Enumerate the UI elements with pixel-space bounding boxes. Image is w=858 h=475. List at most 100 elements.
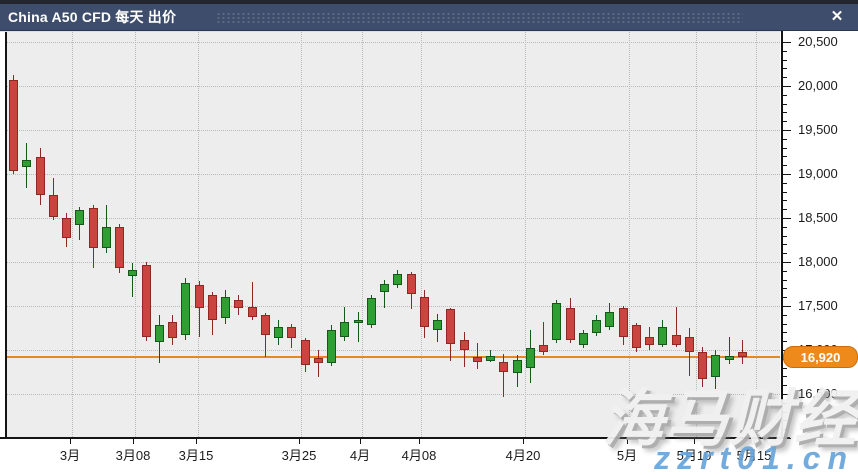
plot-area[interactable]	[5, 32, 780, 437]
horizontal-gridline	[7, 394, 780, 395]
candlestick	[446, 309, 456, 344]
time-axis-tick	[196, 439, 197, 444]
price-axis-tick	[783, 165, 787, 167]
titlebar-grip-texture	[216, 12, 743, 23]
time-axis-label: 3月08	[115, 448, 151, 463]
time-axis-label: 4月20	[505, 448, 541, 463]
candlestick	[181, 283, 191, 336]
candlestick	[168, 321, 177, 339]
candlestick	[260, 314, 270, 336]
candlestick	[141, 264, 151, 337]
candlestick	[684, 336, 694, 352]
price-axis-tick	[783, 394, 791, 395]
horizontal-gridline	[7, 218, 780, 219]
time-axis-label: 3月25	[281, 448, 317, 463]
time-axis-label: 4月	[349, 448, 371, 463]
vertical-gridline	[301, 32, 302, 437]
price-axis-label: 18,000	[798, 254, 838, 269]
candlestick	[711, 355, 721, 378]
close-icon[interactable]: ✕	[830, 8, 844, 25]
candle-wick	[132, 262, 134, 298]
price-axis-tick	[783, 94, 787, 96]
candlestick	[724, 356, 734, 361]
candle-wick	[317, 350, 319, 378]
candlestick	[313, 357, 323, 364]
price-axis-tick	[783, 402, 787, 404]
price-axis-label: 16,500	[798, 386, 838, 401]
candlestick	[115, 226, 124, 269]
candlestick	[154, 324, 164, 343]
candle-wick	[503, 354, 505, 397]
horizontal-gridline	[7, 130, 780, 131]
time-axis-tick	[360, 439, 361, 444]
time-axis-label: 3月15	[178, 448, 214, 463]
time-axis-label: 5月	[616, 448, 638, 463]
price-axis-tick	[783, 429, 787, 431]
vertical-gridline	[198, 32, 199, 437]
candlestick	[274, 327, 283, 339]
time-axis-tick	[299, 439, 300, 444]
vertical-gridline	[362, 32, 363, 437]
candle-wick	[675, 306, 677, 348]
price-axis-tick	[783, 77, 787, 79]
time-axis-tick	[70, 439, 71, 444]
candlestick	[631, 324, 641, 348]
price-axis-tick	[783, 59, 787, 61]
candlestick	[578, 333, 588, 345]
price-axis-tick	[783, 191, 787, 193]
price-axis-tick	[783, 288, 787, 290]
candlestick	[9, 79, 18, 172]
watermark-url: zzrt01.cn	[654, 440, 854, 475]
price-axis-tick	[783, 226, 787, 228]
price-axis-tick	[783, 376, 787, 378]
window-title: China A50 CFD 每天 出价	[8, 9, 177, 25]
price-axis-tick	[783, 121, 787, 123]
price-axis-tick	[783, 42, 791, 43]
candlestick	[393, 273, 403, 285]
candlestick	[565, 308, 575, 340]
candlestick	[512, 360, 522, 373]
price-axis-tick	[783, 367, 787, 369]
time-axis-tick	[419, 439, 420, 444]
candlestick	[618, 308, 628, 337]
price-axis-tick	[783, 341, 787, 343]
title-bar[interactable]: China A50 CFD 每天 出价 ✕	[0, 4, 858, 31]
candle-wick	[688, 328, 690, 377]
price-axis-tick	[783, 385, 787, 387]
price-axis-label: 19,500	[798, 122, 838, 137]
candle-wick	[357, 312, 359, 343]
price-axis-tick	[783, 314, 787, 316]
candlestick	[48, 195, 58, 218]
price-axis: 16,920 20,500 20,000 19,500 19,000 18,500 18,…	[781, 31, 858, 439]
price-axis-label: 19,000	[798, 166, 838, 181]
candlestick	[671, 335, 681, 345]
candlestick	[88, 208, 98, 248]
horizontal-gridline	[7, 350, 780, 351]
horizontal-gridline	[7, 306, 780, 307]
candle-wick	[384, 280, 385, 308]
candlestick	[128, 269, 138, 277]
candle-wick	[198, 281, 200, 337]
price-axis-label: 20,000	[798, 78, 838, 93]
candlestick	[605, 312, 615, 328]
candlestick	[698, 352, 707, 380]
candlestick	[406, 273, 416, 295]
price-axis-tick	[783, 209, 787, 211]
price-axis-tick	[783, 420, 787, 422]
candlestick	[380, 284, 389, 292]
horizontal-gridline	[7, 42, 780, 43]
time-axis-tick	[133, 439, 134, 444]
candlestick	[287, 327, 297, 339]
candlestick	[35, 157, 45, 196]
candlestick	[300, 339, 310, 365]
price-axis-tick	[783, 218, 791, 219]
candlestick	[22, 159, 32, 167]
price-axis-tick	[783, 147, 787, 149]
bid-price-badge: 16,920	[783, 346, 858, 369]
candlestick	[433, 320, 442, 330]
background-window-edge	[0, 0, 858, 4]
candle-wick	[251, 282, 253, 321]
vertical-gridline	[135, 32, 136, 437]
price-axis-tick	[783, 130, 791, 131]
